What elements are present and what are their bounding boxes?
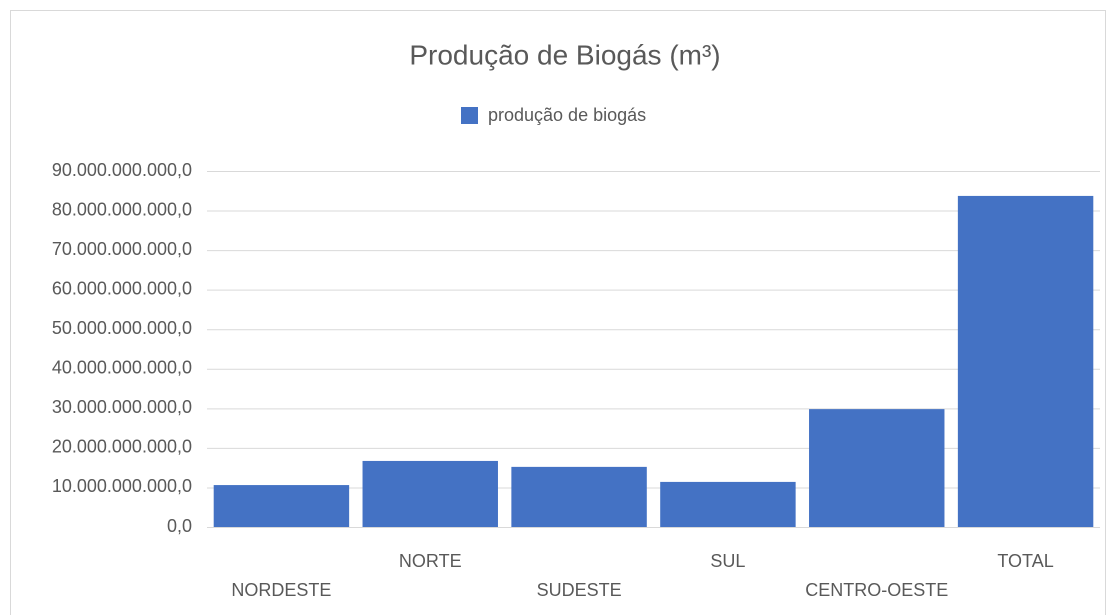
bar <box>809 409 945 527</box>
x-tick-label: SUL <box>710 551 745 571</box>
x-tick-label: SUDESTE <box>537 580 622 600</box>
y-tick-label: 90.000.000.000,0 <box>52 160 192 180</box>
bar <box>511 466 647 527</box>
y-tick-label: 30.000.000.000,0 <box>52 397 192 417</box>
y-tick-label: 20.000.000.000,0 <box>52 437 192 457</box>
bar <box>660 481 796 527</box>
y-tick-label: 40.000.000.000,0 <box>52 358 192 378</box>
x-tick-label: NORTE <box>399 551 462 571</box>
y-tick-label: 50.000.000.000,0 <box>52 318 192 338</box>
y-tick-label: 80.000.000.000,0 <box>52 199 192 219</box>
chart-title: Produção de Biogás (m³) <box>409 39 720 70</box>
y-tick-label: 0,0 <box>167 516 192 536</box>
x-tick-label: TOTAL <box>997 551 1053 571</box>
legend-swatch <box>461 107 478 124</box>
x-tick-label: CENTRO-OESTE <box>805 580 948 600</box>
y-tick-label: 70.000.000.000,0 <box>52 239 192 259</box>
bar <box>213 485 350 527</box>
legend-label: produção de biogás <box>488 105 646 125</box>
y-tick-label: 10.000.000.000,0 <box>52 476 192 496</box>
bar <box>957 195 1094 528</box>
x-tick-label: NORDESTE <box>231 580 331 600</box>
y-tick-label: 60.000.000.000,0 <box>52 278 192 298</box>
bar <box>362 460 498 527</box>
